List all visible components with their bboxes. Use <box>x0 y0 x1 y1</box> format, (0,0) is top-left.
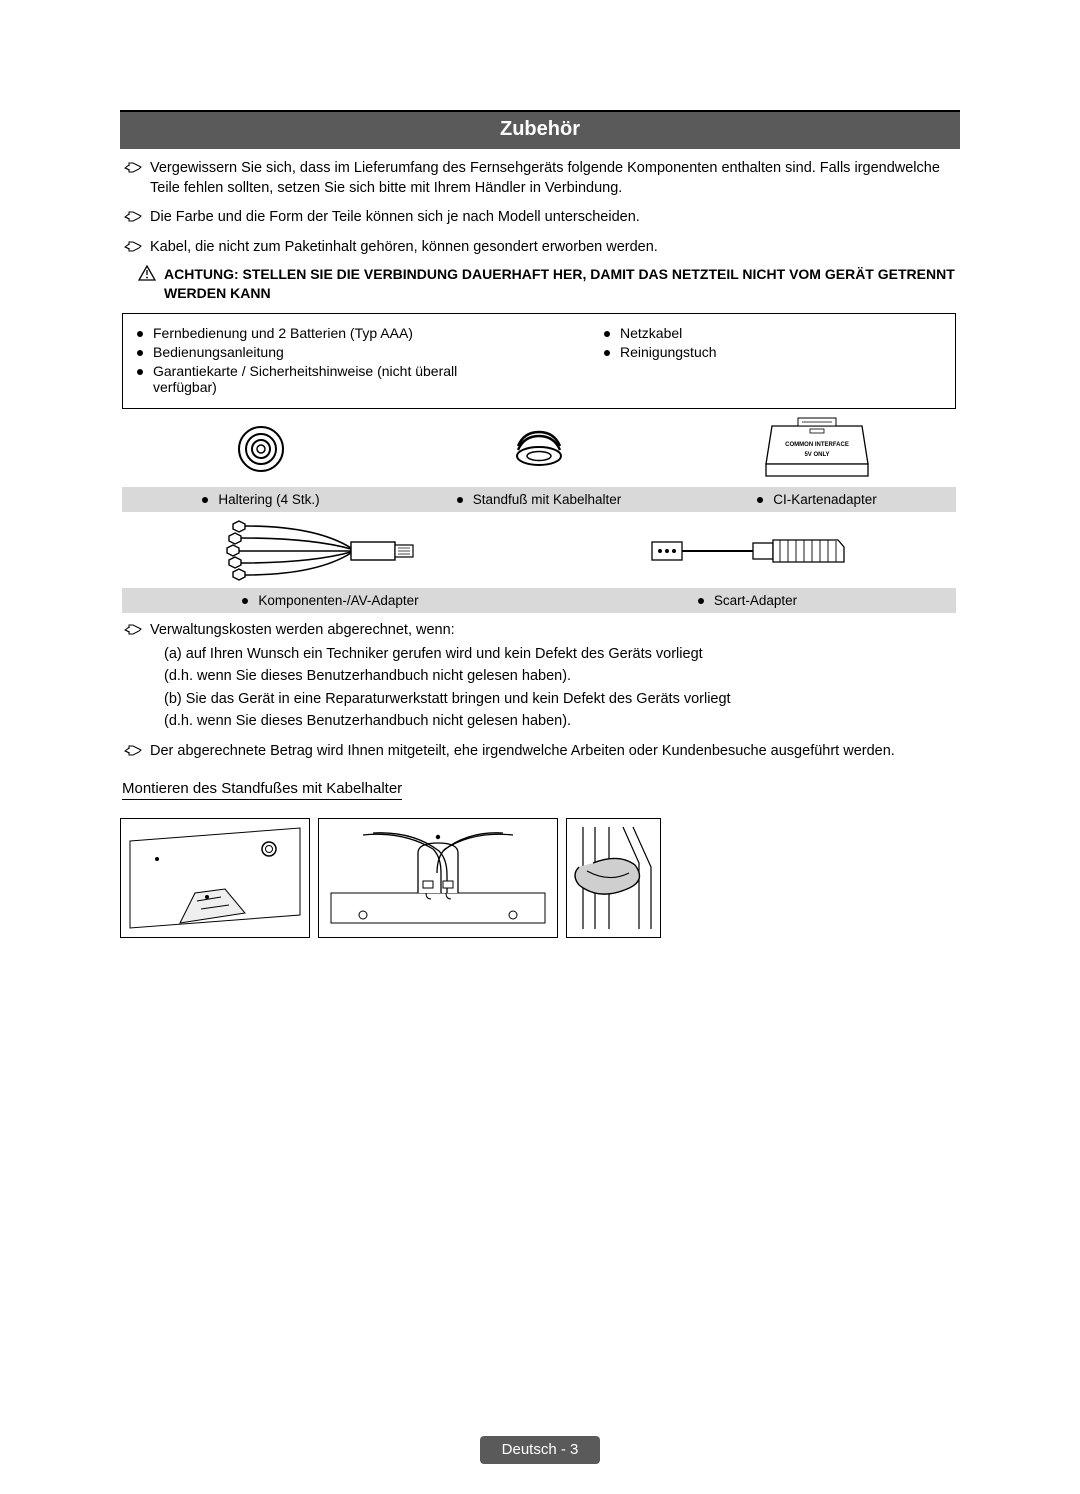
page-footer: Deutsch - 3 <box>0 1436 1080 1464</box>
note-line-2: Die Farbe und die Form der Teile können … <box>124 208 956 228</box>
warning-triangle-icon <box>138 265 156 281</box>
costs-line: (d.h. wenn Sie dieses Benutzerhandbuch n… <box>164 665 960 687</box>
footer-label: Deutsch - 3 <box>480 1436 601 1464</box>
caption-text: Standfuß mit Kabelhalter <box>473 492 622 507</box>
note-text: Die Farbe und die Form der Teile können … <box>150 208 640 228</box>
caption: Komponenten-/AV-Adapter <box>122 588 539 613</box>
pointing-hand-icon <box>124 239 142 254</box>
svg-text:COMMON INTERFACE: COMMON INTERFACE <box>785 442 849 448</box>
component-adapter-icon <box>122 516 539 586</box>
cable-clip-diagram <box>566 818 661 938</box>
note-text: Vergewissern Sie sich, dass im Lieferumf… <box>150 159 956 198</box>
costs-note-head: Verwaltungskosten werden abgerechnet, we… <box>124 621 956 641</box>
costs-line: (b) Sie das Gerät in eine Reparaturwerks… <box>164 688 960 710</box>
accessory-row-1-images: COMMON INTERFACE 5V ONLY <box>122 413 956 485</box>
caption-text: Komponenten-/AV-Adapter <box>258 593 418 608</box>
included-left-col: Fernbedienung und 2 Batterien (Typ AAA) … <box>137 322 474 398</box>
list-item: Reinigungstuch <box>604 344 941 360</box>
svg-text:5V ONLY: 5V ONLY <box>804 452 829 458</box>
warning-text: ACHTUNG: STELLEN SIE DIE VERBINDUNG DAUE… <box>164 265 956 303</box>
note-text: Kabel, die nicht zum Paketinhalt gehören… <box>150 238 658 258</box>
cable-holder-icon <box>400 413 678 485</box>
costs-line: (a) auf Ihren Wunsch ein Techniker geruf… <box>164 643 960 665</box>
scart-adapter-icon <box>539 516 956 586</box>
assembly-heading: Montieren des Standfußes mit Kabelhalter <box>122 780 402 800</box>
item-label: Netzkabel <box>620 325 682 341</box>
note-text: Der abgerechnete Betrag wird Ihnen mitge… <box>150 742 895 762</box>
note-line-3: Kabel, die nicht zum Paketinhalt gehören… <box>124 238 956 258</box>
item-label: Reinigungstuch <box>620 344 717 360</box>
tv-back-diagram <box>120 818 310 938</box>
pointing-hand-icon <box>124 209 142 224</box>
list-item: Bedienungsanleitung <box>137 344 474 360</box>
caption-text: Haltering (4 Stk.) <box>218 492 319 507</box>
accessory-row-1-captions: Haltering (4 Stk.) Standfuß mit Kabelhal… <box>122 487 956 512</box>
note-text: Verwaltungskosten werden abgerechnet, we… <box>150 621 455 641</box>
page: Zubehör Vergewissern Sie sich, dass im L… <box>0 0 1080 1494</box>
caption: Scart-Adapter <box>539 588 956 613</box>
note-line-1: Vergewissern Sie sich, dass im Lieferumf… <box>124 159 956 198</box>
list-item: Fernbedienung und 2 Batterien (Typ AAA) <box>137 325 474 341</box>
ci-adapter-icon: COMMON INTERFACE 5V ONLY <box>678 413 956 485</box>
item-label: Bedienungsanleitung <box>153 344 284 360</box>
list-item: Netzkabel <box>604 325 941 341</box>
included-right-col: Netzkabel Reinigungstuch <box>474 322 941 398</box>
included-items-box: Fernbedienung und 2 Batterien (Typ AAA) … <box>122 313 956 409</box>
caption-text: CI-Kartenadapter <box>773 492 877 507</box>
pointing-hand-icon <box>124 622 142 637</box>
caption-text: Scart-Adapter <box>714 593 797 608</box>
accessory-row-2-images <box>122 516 956 586</box>
caption: Standfuß mit Kabelhalter <box>400 487 678 512</box>
pointing-hand-icon <box>124 160 142 175</box>
costs-line: (d.h. wenn Sie dieses Benutzerhandbuch n… <box>164 710 960 732</box>
warning-line: ACHTUNG: STELLEN SIE DIE VERBINDUNG DAUE… <box>138 265 956 303</box>
list-item: Garantiekarte / Sicherheitshinweise (nic… <box>137 363 474 395</box>
accessory-row-2-captions: Komponenten-/AV-Adapter Scart-Adapter <box>122 588 956 613</box>
costs-lines: (a) auf Ihren Wunsch ein Techniker geruf… <box>164 643 960 733</box>
caption: CI-Kartenadapter <box>678 487 956 512</box>
section-header: Zubehör <box>120 110 960 149</box>
final-note: Der abgerechnete Betrag wird Ihnen mitge… <box>124 742 956 762</box>
pointing-hand-icon <box>124 743 142 758</box>
item-label: Fernbedienung und 2 Batterien (Typ AAA) <box>153 325 413 341</box>
stand-neck-diagram <box>318 818 558 938</box>
assembly-diagrams <box>120 818 960 938</box>
ring-icon <box>122 413 400 485</box>
item-label: Garantiekarte / Sicherheitshinweise (nic… <box>153 363 474 395</box>
caption: Haltering (4 Stk.) <box>122 487 400 512</box>
